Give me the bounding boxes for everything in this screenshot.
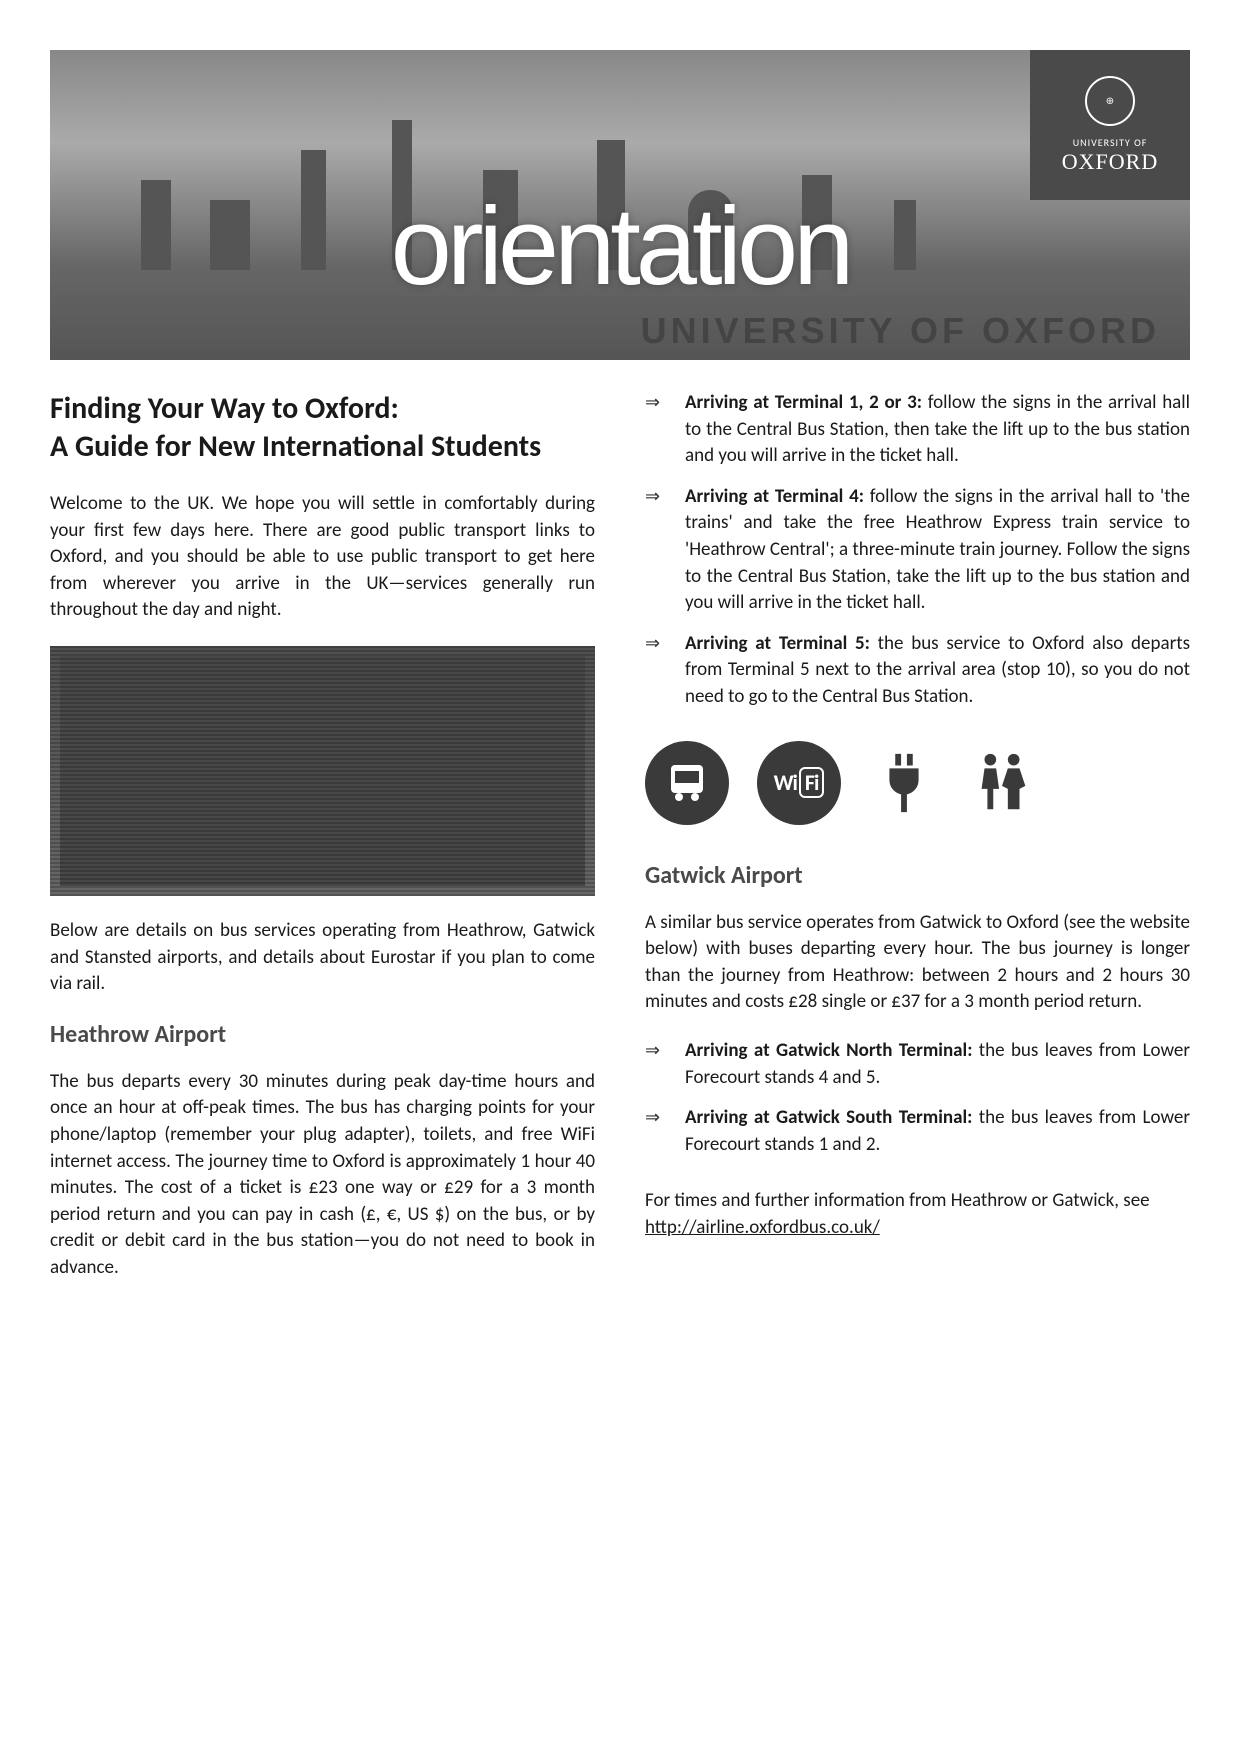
bullet-label: Arriving at Gatwick South Terminal:: [685, 1106, 972, 1129]
people-icon: [967, 748, 1037, 818]
title-line-1: Finding Your Way to Oxford:: [50, 390, 399, 427]
list-item: Arriving at Gatwick South Terminal: the …: [685, 1105, 1190, 1158]
list-item: Arriving at Terminal 5: the bus service …: [685, 631, 1190, 711]
right-column: Arriving at Terminal 1, 2 or 3: follow t…: [645, 390, 1190, 1282]
amenity-icons: WiFi: [645, 741, 1190, 825]
bullet-label: Arriving at Terminal 5:: [685, 632, 870, 655]
oxford-logo: ⊕ UNIVERSITY OF OXFORD: [1030, 50, 1190, 200]
page-title: Finding Your Way to Oxford: A Guide for …: [50, 390, 595, 465]
logo-line2: OXFORD: [1062, 149, 1158, 175]
crest-icon: ⊕: [1085, 76, 1135, 126]
list-item: Arriving at Terminal 1, 2 or 3: follow t…: [685, 390, 1190, 470]
title-line-2: A Guide for New International Students: [50, 428, 541, 465]
gatwick-terminal-list: Arriving at Gatwick North Terminal: the …: [645, 1038, 1190, 1158]
footer-pretext: For times and further information from H…: [645, 1189, 1150, 1212]
plug-icon: [869, 748, 939, 818]
footer-info: For times and further information from H…: [645, 1188, 1190, 1241]
below-photo-paragraph: Below are details on bus services operat…: [50, 918, 595, 998]
logo-line1: UNIVERSITY OF: [1073, 136, 1148, 149]
bus-icon: [645, 741, 729, 825]
banner-subheader: UNIVERSITY OF OXFORD: [641, 310, 1160, 352]
airline-link[interactable]: http://airline.oxfordbus.co.uk/: [645, 1216, 880, 1239]
heathrow-paragraph: The bus departs every 30 minutes during …: [50, 1069, 595, 1282]
bullet-label: Arriving at Terminal 1, 2 or 3:: [685, 391, 922, 414]
list-item: Arriving at Gatwick North Terminal: the …: [685, 1038, 1190, 1091]
gatwick-heading: Gatwick Airport: [645, 861, 1190, 890]
gatwick-paragraph: A similar bus service operates from Gatw…: [645, 910, 1190, 1016]
heathrow-heading: Heathrow Airport: [50, 1020, 595, 1049]
intro-paragraph: Welcome to the UK. We hope you will sett…: [50, 491, 595, 624]
left-column: Finding Your Way to Oxford: A Guide for …: [50, 390, 595, 1282]
bullet-label: Arriving at Gatwick North Terminal:: [685, 1039, 972, 1062]
airport-photo: [50, 646, 595, 896]
heathrow-terminal-list: Arriving at Terminal 1, 2 or 3: follow t…: [645, 390, 1190, 711]
bullet-label: Arriving at Terminal 4:: [685, 485, 864, 508]
list-item: Arriving at Terminal 4: follow the signs…: [685, 484, 1190, 617]
wifi-icon: WiFi: [757, 741, 841, 825]
banner-title: orientation: [391, 183, 850, 310]
header-banner: orientation UNIVERSITY OF OXFORD ⊕ UNIVE…: [50, 50, 1190, 360]
